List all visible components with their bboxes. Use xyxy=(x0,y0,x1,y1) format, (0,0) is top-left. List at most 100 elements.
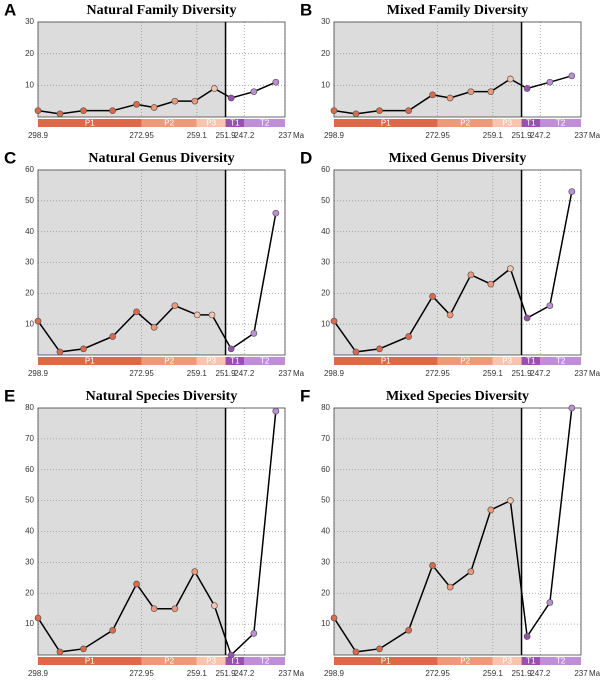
x-tick-label: 237 xyxy=(574,131,588,140)
period-label: T1 xyxy=(526,357,536,366)
period-label: P3 xyxy=(502,657,512,666)
period-bar xyxy=(437,119,493,127)
period-bar xyxy=(492,357,522,365)
chart-title: Mixed Family Diversity xyxy=(387,3,529,18)
panel-letter: F xyxy=(300,386,310,405)
period-bar xyxy=(38,357,142,365)
period-bar xyxy=(244,657,285,665)
data-point xyxy=(523,633,531,640)
period-label: P2 xyxy=(164,357,174,366)
period-bar xyxy=(334,119,438,127)
data-point xyxy=(352,648,360,656)
y-tick-label: 80 xyxy=(25,403,34,412)
x-tick-label: 251.9 xyxy=(216,369,237,378)
chart-title: Natural Genus Diversity xyxy=(88,151,234,166)
data-point xyxy=(250,330,258,337)
y-tick-label: 40 xyxy=(25,227,34,236)
plot-frame xyxy=(333,407,582,656)
data-point xyxy=(171,302,179,310)
y-tick-label: 40 xyxy=(25,527,34,536)
data-line xyxy=(333,75,573,115)
data-point xyxy=(546,302,554,310)
x-tick-label: 251.9 xyxy=(512,369,533,378)
data-point xyxy=(376,107,383,115)
y-tick-label: 30 xyxy=(321,258,330,267)
period-label: P2 xyxy=(460,119,470,128)
x-tick-label: 272.95 xyxy=(129,131,154,140)
period-label: P1 xyxy=(85,657,95,666)
x-tick-label: 259.1 xyxy=(187,369,208,378)
data-point xyxy=(429,91,436,99)
data-point xyxy=(56,648,64,656)
chart-title: Natural Species Diversity xyxy=(86,389,238,404)
period-label: T1 xyxy=(526,657,536,666)
y-tick-label: 60 xyxy=(321,465,330,474)
x-tick-label: 272.95 xyxy=(425,369,450,378)
period-label: T1 xyxy=(526,119,536,128)
data-line xyxy=(333,191,573,353)
period-bar xyxy=(334,357,438,365)
y-tick-label: 30 xyxy=(25,258,34,267)
data-point xyxy=(507,497,514,504)
y-tick-label: 30 xyxy=(25,557,34,566)
data-point xyxy=(109,626,116,634)
y-tick-label: 50 xyxy=(321,196,330,205)
data-point xyxy=(487,506,495,514)
data-point xyxy=(227,94,235,102)
data-point xyxy=(376,645,383,653)
data-point xyxy=(191,97,199,105)
period-label: P2 xyxy=(164,657,174,666)
period-bar xyxy=(437,357,493,365)
period-label: T2 xyxy=(556,657,566,666)
data-point xyxy=(405,626,412,634)
data-point xyxy=(568,404,576,412)
data-line xyxy=(37,81,277,115)
data-point xyxy=(208,311,216,319)
data-point xyxy=(507,265,514,273)
data-point xyxy=(523,314,531,322)
x-tick-label: 272.95 xyxy=(129,669,154,678)
period-bar xyxy=(540,657,581,665)
data-point xyxy=(34,317,42,325)
period-label: P1 xyxy=(381,657,391,666)
data-point xyxy=(446,94,454,102)
period-bar xyxy=(225,119,245,127)
y-tick-label: 10 xyxy=(321,319,330,328)
x-tick-label: 237 xyxy=(574,369,588,378)
y-tick-label: 30 xyxy=(321,17,330,26)
period-bar xyxy=(521,119,541,127)
data-point xyxy=(272,209,280,217)
x-tick-label: 298.9 xyxy=(28,669,49,678)
y-tick-label: 60 xyxy=(25,465,34,474)
data-point xyxy=(405,107,412,115)
data-point xyxy=(80,107,87,115)
x-axis-label: Ma xyxy=(293,669,305,678)
period-label: P2 xyxy=(460,657,470,666)
data-point xyxy=(250,88,258,96)
y-tick-label: 10 xyxy=(321,619,330,628)
panel-letter: E xyxy=(4,386,15,405)
period-label: T1 xyxy=(230,119,240,128)
data-point xyxy=(507,75,514,83)
x-tick-label: 298.9 xyxy=(28,131,49,140)
chart-title: Natural Family Diversity xyxy=(86,3,236,18)
period-label: P1 xyxy=(381,357,391,366)
data-point xyxy=(133,580,140,588)
data-point xyxy=(446,311,454,319)
period-bar xyxy=(225,357,245,365)
y-tick-label: 40 xyxy=(321,527,330,536)
period-bar xyxy=(540,119,581,127)
data-point xyxy=(272,78,280,86)
y-tick-label: 60 xyxy=(25,165,34,174)
period-bar xyxy=(38,657,142,665)
data-point xyxy=(109,333,116,340)
data-point xyxy=(446,583,454,591)
y-tick-label: 20 xyxy=(25,588,34,597)
data-point xyxy=(352,110,360,118)
period-label: T1 xyxy=(230,657,240,666)
y-tick-label: 10 xyxy=(321,80,330,89)
x-tick-label: 251.9 xyxy=(512,131,533,140)
x-tick-label: 247.2 xyxy=(530,669,551,678)
data-line xyxy=(37,411,277,657)
x-tick-label: 251.9 xyxy=(216,131,237,140)
